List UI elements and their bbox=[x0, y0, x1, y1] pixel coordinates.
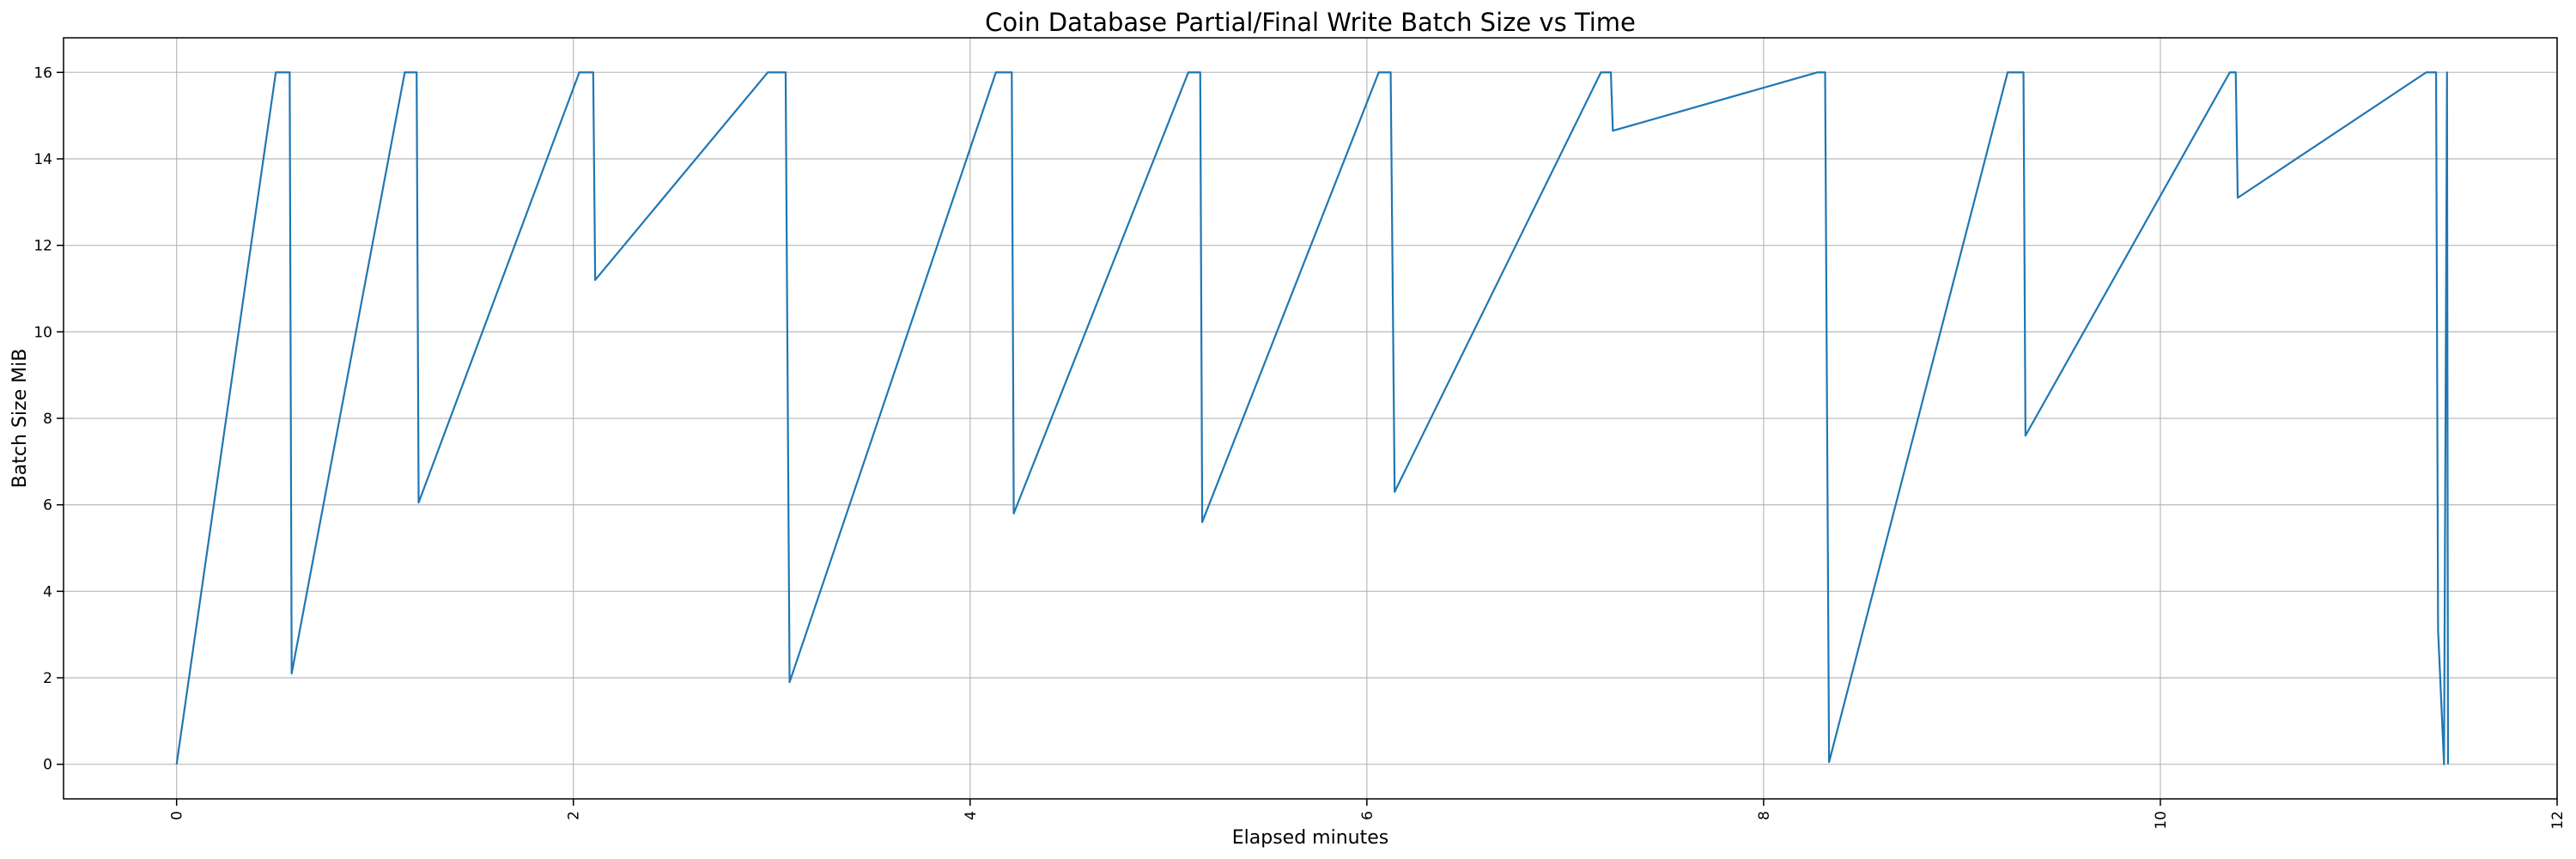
x-tick-label: 4 bbox=[963, 811, 980, 820]
y-tick-label: 8 bbox=[43, 411, 52, 428]
grid bbox=[64, 38, 2558, 799]
y-tick-label: 16 bbox=[33, 64, 52, 82]
y-tick-label: 10 bbox=[33, 324, 52, 341]
y-tick-label: 14 bbox=[33, 151, 52, 168]
x-tick-label: 8 bbox=[1756, 811, 1773, 820]
y-tick-label: 0 bbox=[43, 757, 52, 774]
x-tick-label: 10 bbox=[2153, 811, 2170, 830]
x-tick-label: 12 bbox=[2549, 811, 2567, 830]
x-tick-label: 0 bbox=[169, 811, 186, 820]
y-axis-ticks: 0 2 4 6 8 10 12 14 16 bbox=[33, 64, 64, 774]
y-tick-label: 12 bbox=[33, 238, 52, 255]
x-axis-label: Elapsed minutes bbox=[1232, 827, 1388, 849]
y-tick-label: 4 bbox=[43, 583, 52, 600]
y-tick-label: 2 bbox=[43, 670, 52, 687]
x-tick-label: 2 bbox=[566, 811, 583, 820]
series-layer bbox=[175, 71, 2450, 765]
x-axis-ticks: 0 2 4 6 8 10 12 bbox=[169, 799, 2567, 830]
series-line-0 bbox=[175, 71, 2450, 765]
y-tick-label: 6 bbox=[43, 497, 52, 515]
y-axis-label: Batch Size MiB bbox=[9, 349, 31, 489]
chart-title: Coin Database Partial/Final Write Batch … bbox=[985, 8, 1636, 37]
x-tick-label: 6 bbox=[1359, 811, 1376, 820]
